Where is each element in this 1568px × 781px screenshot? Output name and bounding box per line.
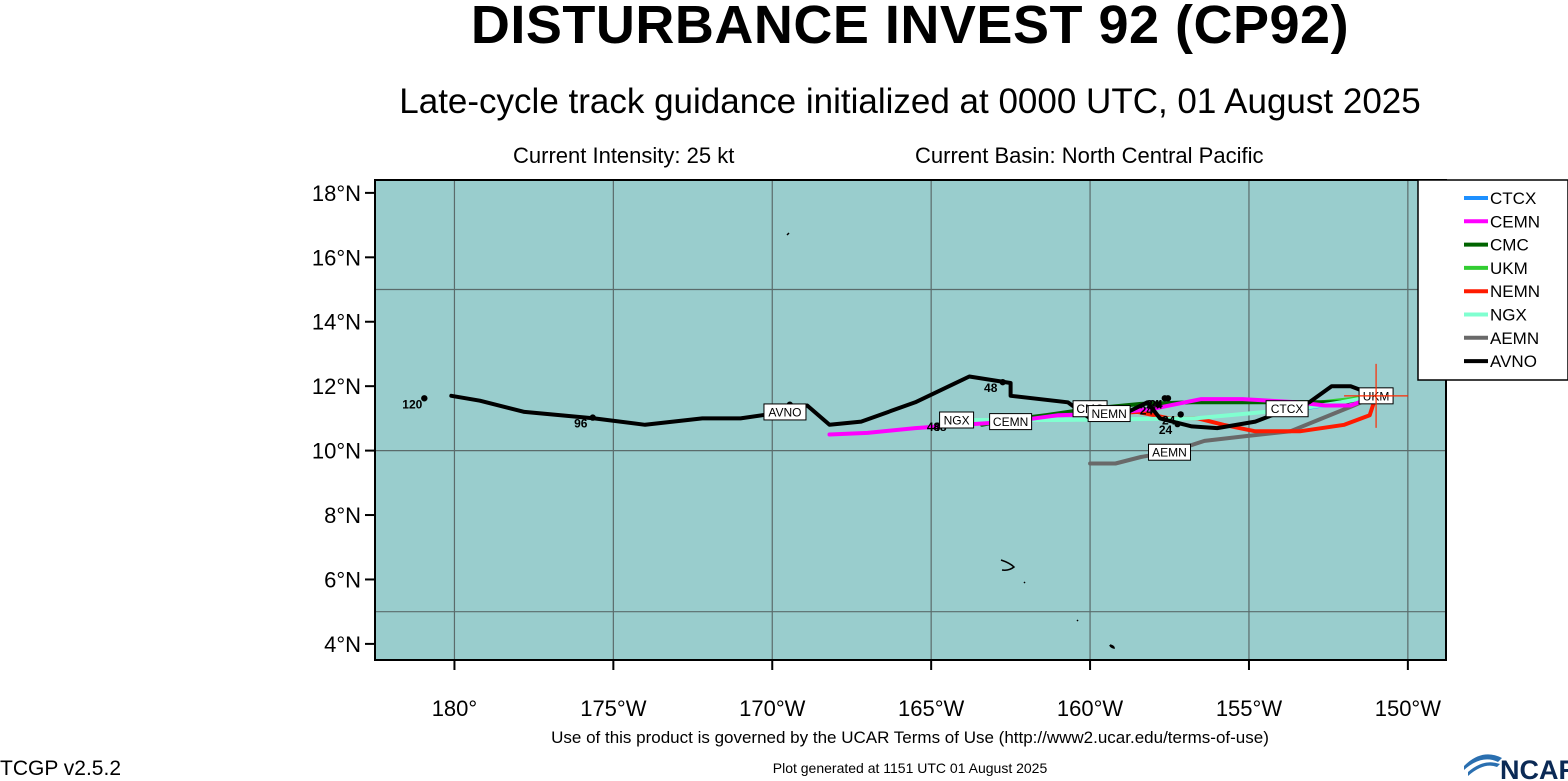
x-tick-label: 170°W: [739, 696, 806, 720]
legend-label-cemn: CEMN: [1490, 212, 1540, 231]
page-title: DISTURBANCE INVEST 92 (CP92): [470, 0, 1350, 55]
forecast-hour-label: 96: [574, 417, 588, 431]
forecast-hour-dot: [1164, 395, 1172, 402]
ncar-logo: NCAR: [1464, 754, 1568, 780]
forecast-hour-dot: [999, 378, 1006, 386]
legend-label-cmc: CMC: [1490, 236, 1529, 255]
current-intensity: Current Intensity: 25 kt: [513, 143, 735, 168]
island-johnston: [786, 232, 790, 236]
forecast-hour-label: 120: [402, 397, 422, 411]
x-tick-label: 175°W: [580, 696, 647, 720]
forecast-hour-dot: [589, 414, 596, 421]
track-guidance-map: 2424482424482424487296120 CTCXCEMNCMCUKM…: [312, 179, 1568, 720]
forecast-hour-label: 24: [1162, 413, 1176, 427]
map-axes: 180° 175°W 170°W 165°W 160°W 155°W 150°W 4°N 6°N…: [312, 181, 1441, 720]
island-marshall-north: [1000, 559, 1016, 571]
y-tick-label: 18°N: [312, 181, 361, 206]
map-frame: [374, 179, 1447, 661]
current-position-marker: [1344, 363, 1409, 428]
track-label-ngx: NGX: [939, 411, 975, 429]
forecast-hour-label: 24: [1146, 397, 1160, 411]
forecast-hour-label: 48: [984, 381, 998, 395]
forecast-hour-dot: [421, 395, 428, 402]
svg-text:AVNO: AVNO: [768, 405, 801, 419]
forecast-hour-dot: [1177, 411, 1184, 418]
x-tick-label: 180°: [432, 696, 478, 720]
island-marshall-dot: [1023, 581, 1026, 584]
ncar-logo-wave-icon: [1464, 754, 1502, 776]
page-subtitle: Late-cycle track guidance initialized at…: [399, 82, 1421, 121]
forecast-hour-label: 24: [1140, 404, 1154, 418]
track-label-cemn: CEMN: [989, 413, 1033, 431]
legend-label-aemn: AEMN: [1490, 329, 1539, 348]
y-tick-label: 14°N: [312, 310, 361, 335]
svg-text:CEMN: CEMN: [993, 415, 1028, 429]
current-basin: Current Basin: North Central Pacific: [915, 143, 1264, 168]
forecast-hour-markers: 2424482424482424487296120: [402, 378, 1184, 463]
x-tick-label: 150°W: [1375, 696, 1442, 720]
island-kiribati-south: [1109, 644, 1115, 649]
island-outlines: [786, 232, 1115, 649]
svg-text:NGX: NGX: [944, 414, 970, 428]
legend: CTCX CEMN CMC UKM NEMN NGX AEMN AVNO: [1417, 179, 1568, 381]
x-tick-label: 155°W: [1216, 696, 1283, 720]
svg-text:CTCX: CTCX: [1271, 402, 1304, 416]
svg-text:NEMN: NEMN: [1091, 407, 1126, 421]
map-background: [375, 180, 1446, 660]
ncar-logo-text: NCAR: [1500, 755, 1568, 780]
x-tick-label: 165°W: [898, 696, 965, 720]
forecast-hour-dot: [1155, 401, 1162, 408]
track-label-aemn: AEMN: [1148, 443, 1192, 461]
y-tick-label: 8°N: [324, 503, 361, 528]
track-label-nemn: NEMN: [1087, 405, 1131, 423]
legend-label-ngx: NGX: [1490, 306, 1527, 325]
legend-label-ctcx: CTCX: [1490, 189, 1536, 208]
legend-label-ukm: UKM: [1490, 259, 1528, 278]
track-label-avno: AVNO: [763, 403, 807, 421]
generated-timestamp: Plot generated at 1151 UTC 01 August 202…: [772, 760, 1048, 776]
y-tick-label: 10°N: [312, 439, 361, 464]
y-tick-label: 6°N: [324, 567, 361, 592]
track-label-ctcx: CTCX: [1265, 400, 1309, 418]
forecast-hour-label: 24: [1149, 397, 1163, 411]
forecast-hour-label: 24: [1159, 423, 1173, 437]
y-tick-label: 12°N: [312, 374, 361, 399]
legend-label-avno: AVNO: [1490, 352, 1537, 371]
svg-text:AEMN: AEMN: [1152, 446, 1187, 460]
x-tick-label: 160°W: [1057, 696, 1124, 720]
forecast-hour-dot: [1174, 420, 1181, 428]
legend-box: [1417, 179, 1568, 381]
legend-label-nemn: NEMN: [1490, 282, 1540, 301]
island-kiribati-dot: [1076, 619, 1079, 622]
version-label: TCGP v2.5.2: [0, 757, 121, 780]
y-tick-label: 4°N: [324, 632, 361, 657]
terms-of-use: Use of this product is governed by the U…: [551, 728, 1269, 747]
y-tick-label: 16°N: [312, 245, 361, 270]
forecast-hour-label: 48: [927, 420, 941, 434]
track-aemn: [1088, 393, 1379, 466]
track-ngx: [954, 393, 1379, 422]
